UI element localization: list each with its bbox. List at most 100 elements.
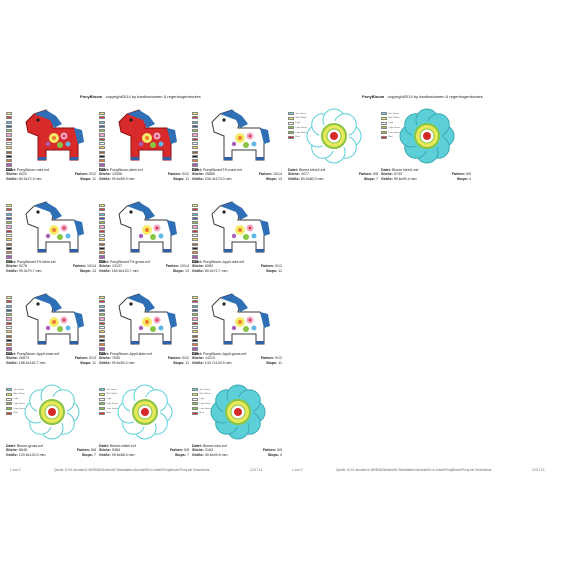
design-card[interactable]: Datei: PonyBloom-klein.exf Stiche: 13396… <box>99 98 189 188</box>
file-name: Blume-mini.exf <box>203 444 227 448</box>
design-card[interactable]: Sea Green Mint Yellow Light Light Green Lime… <box>6 374 96 464</box>
footer-source: Quelle: D:\01 Annalen\1 MIHE5&Stickerei\… <box>336 468 492 472</box>
color-swatch <box>192 120 198 124</box>
thread-color-item: Red <box>6 411 25 415</box>
thread-color-name: Light Green <box>13 402 25 405</box>
footer-page-number: 1 von 2 <box>292 468 303 472</box>
color-swatch <box>192 296 198 300</box>
color-swatch <box>6 325 12 330</box>
design-info: Datei: PonyBloomITH-gross.exf Stiche: 13… <box>99 260 189 273</box>
design-card[interactable]: Datei: PonyBloom-Appli-gross.exf Stiche:… <box>192 282 282 372</box>
design-preview <box>16 290 88 350</box>
design-card[interactable]: Datei: PonyBloom-Appli-maxi.exf Stiche: … <box>6 282 96 372</box>
thread-color-name: Light <box>295 122 301 125</box>
design-card[interactable]: Datei: PonyBloomITH-klein.exf Stiche: 92… <box>6 190 96 280</box>
thread-color-list <box>192 296 200 356</box>
thread-color-item: Red <box>99 411 118 415</box>
stops-label: Stops: <box>267 452 279 457</box>
size-value: 80.0x80.0 mm <box>300 176 324 181</box>
footer-date: 12.07.13 <box>250 468 263 472</box>
color-swatch <box>381 126 387 130</box>
color-swatch <box>288 131 294 135</box>
flower-design-icon <box>210 384 266 440</box>
color-swatch <box>6 304 12 308</box>
stops-value: 4 <box>469 176 471 181</box>
design-card[interactable]: Datei: PonyBloomITH-gross.exf Stiche: 13… <box>99 190 189 280</box>
color-swatch <box>192 330 198 334</box>
flower-design-icon <box>306 108 362 164</box>
color-swatch <box>6 347 12 351</box>
design-card[interactable]: Sea Green Mint Yellow Light Light Green Lime… <box>288 98 378 188</box>
design-card[interactable]: Datei: PonyBloom-Appli-mini.exf Stiche: … <box>192 190 282 280</box>
color-swatch <box>99 300 105 304</box>
color-swatch <box>192 150 198 154</box>
color-swatch <box>99 208 105 212</box>
design-card[interactable]: Sea Green Mint Yellow Light Light Green Lime… <box>381 98 471 188</box>
thread-color-item: Mint Yellow <box>99 392 118 396</box>
color-swatch <box>6 251 12 255</box>
stops-label: Stops: <box>81 452 93 457</box>
design-card[interactable]: Datei: PonyBloom-Appli-klein.exf Stiche:… <box>99 282 189 372</box>
colors-label: Farben: <box>76 448 90 453</box>
color-swatch <box>6 308 12 313</box>
thread-color-item: Sea Green <box>288 112 307 115</box>
design-preview <box>202 106 274 166</box>
stitches-label: Stiche: <box>192 356 204 361</box>
design-preview <box>109 382 181 442</box>
thread-color-item: Light <box>99 397 118 401</box>
design-info: Datei: PonyBloom-Appli-maxi.exf Stiche: … <box>6 352 96 365</box>
file-name: Blume-mittel.exf <box>110 444 136 448</box>
stitches-value: 7630 <box>111 356 120 361</box>
colors-value: 9/13 <box>89 356 96 361</box>
color-swatch <box>99 233 105 238</box>
size-value: 99.6x90.2 mm <box>111 360 135 365</box>
color-swatch <box>192 259 198 263</box>
thread-color-name: Light <box>106 398 112 401</box>
color-swatch <box>6 233 12 238</box>
color-swatch <box>6 343 12 347</box>
color-swatch <box>6 146 12 150</box>
flower-design-icon <box>117 384 173 440</box>
thread-color-name: Mint Yellow <box>388 117 400 120</box>
color-swatch <box>6 120 12 124</box>
design-card[interactable]: Sea Green Mint Yellow Light Light Green Lime… <box>192 374 282 464</box>
stitches-label: Stiche: <box>192 172 204 177</box>
design-preview <box>109 106 181 166</box>
stops-label: Stops: <box>363 176 375 181</box>
color-swatch <box>192 146 198 150</box>
flower-design-icon <box>399 108 455 164</box>
color-swatch <box>192 124 198 129</box>
color-swatch <box>99 397 105 401</box>
color-swatch <box>192 242 198 246</box>
thread-color-name: Lime Green <box>295 131 307 134</box>
color-swatch <box>192 154 198 158</box>
color-swatch <box>192 397 198 401</box>
design-card[interactable]: Datei: PonyBloom-mini.exf Stiche: 8222 F… <box>6 98 96 188</box>
color-swatch <box>99 246 105 250</box>
thread-color-list <box>99 296 107 356</box>
color-swatch <box>192 208 198 212</box>
colors-label: Farben: <box>167 172 181 177</box>
color-swatch <box>192 129 198 133</box>
thread-color-item: Sea Green <box>192 388 211 391</box>
design-card[interactable]: Sea Green Mint Yellow Light Light Green Lime… <box>99 374 189 464</box>
color-swatch <box>99 251 105 255</box>
design-card[interactable]: Datei: PonyBloomITH-maxi.exf Stiche: 258… <box>192 98 282 188</box>
thread-color-item: Mint Yellow <box>192 392 211 396</box>
color-swatch <box>192 238 198 242</box>
pony-design-icon <box>211 201 270 253</box>
colors-label: Farben: <box>74 356 88 361</box>
footer-page-number: 1 von 2 <box>10 468 21 472</box>
color-swatch <box>99 212 105 216</box>
file-label: Datei: <box>99 444 109 448</box>
color-swatch <box>6 116 12 120</box>
color-swatch <box>99 255 105 259</box>
thread-color-name: Red <box>388 136 393 139</box>
color-swatch <box>99 120 105 124</box>
size-value: 80.0x72.7 mm <box>204 268 228 273</box>
thread-color-item: Lime Green <box>288 131 307 135</box>
color-swatch <box>99 313 105 317</box>
color-swatch <box>381 116 387 120</box>
design-info: Datei: PonyBloom-Appli-gross.exf Stiche:… <box>192 352 282 365</box>
colors-value: 5/5 <box>466 172 471 177</box>
